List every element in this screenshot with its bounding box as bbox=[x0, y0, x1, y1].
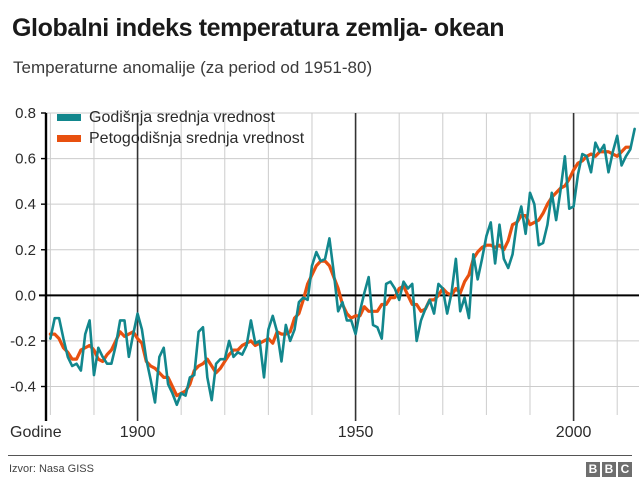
x-tick-label: 1950 bbox=[338, 424, 374, 441]
legend-item-five-year[interactable]: Petogodišnja srednja vrednost bbox=[57, 128, 304, 149]
y-gridlines bbox=[46, 112, 639, 388]
page-title: Globalni indeks temperatura zemlja- okea… bbox=[12, 14, 505, 42]
x-tick-label: 1900 bbox=[120, 424, 156, 441]
x-gridlines-major bbox=[136, 113, 575, 421]
bbc-logo-letter-3: C bbox=[618, 462, 632, 477]
legend-label-annual: Godišnja srednja vrednost bbox=[89, 108, 275, 126]
y-tick-label: 0.8 bbox=[15, 105, 36, 122]
source-label: Izvor: Nasa GISS bbox=[9, 463, 94, 475]
y-tick-label: 0.2 bbox=[15, 242, 36, 259]
temperature-anomaly-chart: -0.4 -0.2 0.0 0.2 0.4 0.6 0.8 1900 1950 2000 God… bbox=[10, 105, 639, 441]
x-tick-label: 2000 bbox=[556, 424, 592, 441]
footer-divider bbox=[8, 455, 632, 456]
x-axis-title: Godine bbox=[10, 424, 62, 441]
chart-legend: Godišnja srednja vrednost Petogodišnja s… bbox=[57, 107, 304, 149]
y-tick-label: 0.6 bbox=[15, 151, 36, 168]
y-tick-label: -0.4 bbox=[10, 379, 36, 396]
y-axis-tick-labels: -0.4 -0.2 0.0 0.2 0.4 0.6 0.8 bbox=[10, 105, 36, 396]
y-tick-label: 0.4 bbox=[15, 196, 36, 213]
bbc-logo-letter-2: B bbox=[602, 462, 616, 477]
bbc-logo: B B C bbox=[586, 462, 632, 477]
y-tick-label: -0.2 bbox=[10, 333, 36, 350]
page-subtitle: Temperaturne anomalije (za period od 195… bbox=[13, 58, 373, 77]
series-line-annual-mean bbox=[49, 127, 636, 407]
legend-swatch-five-year-icon bbox=[57, 135, 81, 142]
bbc-logo-letter-1: B bbox=[586, 462, 600, 477]
legend-label-five-year: Petogodišnja srednja vrednost bbox=[89, 129, 305, 147]
y-tick-label: 0.0 bbox=[15, 287, 36, 304]
x-axis-tick-labels: 1900 1950 2000 bbox=[120, 424, 592, 441]
axis-lines bbox=[39, 112, 639, 421]
legend-item-annual[interactable]: Godišnja srednja vrednost bbox=[57, 107, 304, 128]
legend-swatch-annual-icon bbox=[57, 114, 81, 121]
